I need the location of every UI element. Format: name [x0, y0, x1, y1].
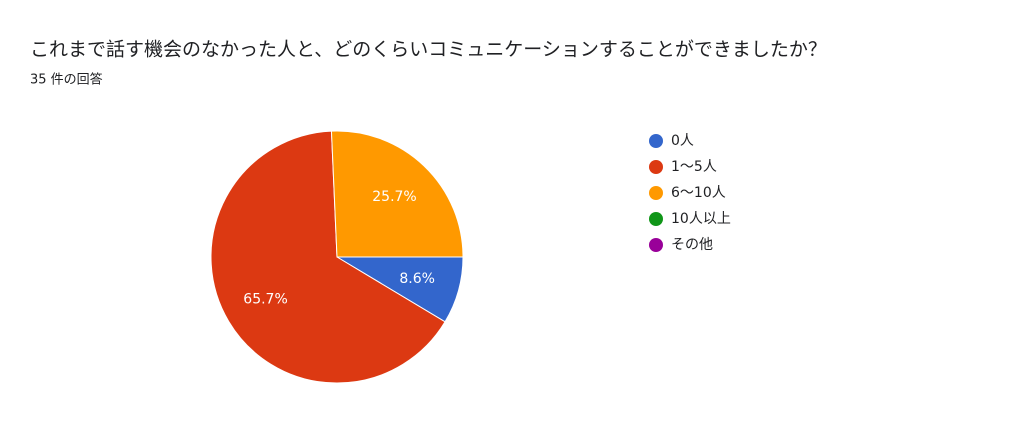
pie-slice [330, 130, 464, 258]
legend-marker [649, 134, 663, 148]
chart-title: これまで話す機会のなかった人と、どのくらいコミュニケーションすることができました… [30, 39, 827, 61]
legend-marker [649, 186, 663, 200]
legend-label: 6〜10人 [671, 185, 726, 201]
legend-label: 0人 [671, 133, 694, 149]
data-label: 8.6% [399, 271, 435, 287]
chart-subtitle: 35 件の回答 [30, 72, 103, 88]
pie-slice [210, 130, 446, 384]
legend-label: 10人以上 [671, 211, 731, 227]
legend-marker [649, 238, 663, 252]
legend-marker [649, 160, 663, 174]
legend-marker [649, 212, 663, 226]
data-label: 25.7% [372, 189, 416, 205]
legend-label: その他 [671, 237, 713, 253]
legend-label: 1〜5人 [671, 159, 717, 175]
data-label: 65.7% [243, 292, 287, 308]
